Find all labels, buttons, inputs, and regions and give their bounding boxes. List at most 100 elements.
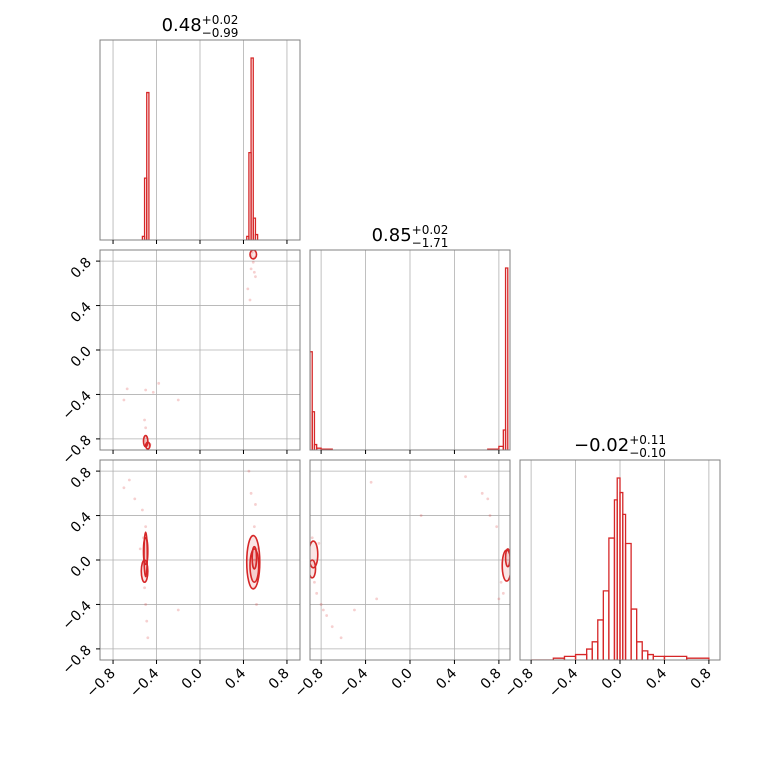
scatter-point: [143, 586, 146, 590]
y-tick-label: 0.4: [68, 509, 95, 536]
scatter-point: [144, 603, 148, 606]
scatter-point: [375, 597, 379, 601]
x-tick-label: 0.8: [478, 666, 505, 693]
histogram-panel-0: [99, 39, 301, 244]
histogram-bin: [313, 443, 318, 450]
scatter-point: [144, 388, 148, 392]
scatter-point: [151, 390, 155, 394]
panel-content: [141, 57, 259, 240]
scatter-point: [145, 619, 149, 623]
y-tick-label: 0.4: [68, 299, 95, 326]
x-tick-label: −0.8: [292, 666, 327, 701]
scatter-point: [146, 636, 150, 640]
x-tick-label: 0.0: [389, 666, 416, 693]
scatter-point: [248, 298, 252, 302]
scatter-point: [144, 525, 148, 529]
scatter-point: [176, 398, 180, 402]
scatter-point: [353, 608, 356, 612]
scatter-panel-0-1: −0.8 −0.4 0.0 0.4 0.8: [59, 249, 301, 468]
title-median: 0.48: [162, 15, 202, 36]
scatter-point: [464, 475, 467, 479]
title-minus: −1.71: [412, 236, 449, 250]
scatter-point: [252, 270, 256, 274]
scatter-point: [488, 514, 492, 517]
histogram-bin: [311, 411, 316, 450]
histogram-bin: [250, 57, 254, 240]
x-tick-label: 0.0: [179, 666, 206, 693]
scatter-point: [317, 541, 321, 545]
histogram-bin: [630, 608, 638, 660]
histogram-bin: [686, 657, 710, 660]
histogram-bin: [608, 537, 616, 660]
histogram-bin: [624, 542, 632, 660]
density-contour: [251, 545, 258, 570]
scatter-point: [310, 536, 314, 540]
x-tick-label: 0.4: [643, 665, 670, 692]
density-contour: [245, 534, 261, 590]
title-plus: +0.02: [412, 223, 449, 237]
x-tick-label: −0.4: [546, 665, 581, 700]
scatter-point: [122, 486, 126, 490]
histogram-bin: [636, 641, 643, 660]
scatter-point: [315, 591, 319, 595]
scatter-point: [486, 497, 490, 501]
histogram-bin: [574, 653, 588, 660]
scatter-point: [255, 603, 258, 606]
panel-title-1: 0.85+0.02 −1.71: [372, 223, 449, 250]
scatter-point: [252, 558, 256, 562]
scatter-point: [254, 503, 257, 506]
density-contour: [504, 548, 510, 568]
density-contour: [310, 540, 319, 569]
scatter-point: [249, 491, 253, 495]
scatter-point: [369, 480, 373, 484]
x-tick-label: 0.4: [433, 665, 460, 692]
panel-title-0: 0.48+0.02 −0.99: [162, 13, 239, 40]
scatter-point: [246, 287, 250, 291]
x-tick-label: 0.0: [599, 666, 626, 693]
y-tick-label: 0.8: [68, 255, 95, 282]
scatter-point: [247, 469, 251, 473]
scatter-point: [325, 614, 329, 617]
scatter-point: [419, 514, 423, 517]
title-plus: +0.11: [629, 433, 666, 447]
scatter-panel-0-2: −0.8−0.40.00.40.8−0.8 −0.4 0.0 0.4 0.8: [59, 459, 301, 701]
histogram-bin: [146, 91, 150, 240]
histogram-bin: [597, 619, 604, 660]
histogram-bin: [586, 648, 593, 660]
scatter-point: [480, 491, 484, 495]
panel-content: [531, 477, 710, 660]
histogram-panel-2: −0.8 −0.4 0.0 0.4 0.8: [502, 459, 721, 701]
panel-content: [122, 469, 261, 640]
title-minus: −0.10: [629, 446, 666, 460]
title-plus: +0.02: [202, 13, 239, 27]
y-tick-label: 0.0: [68, 554, 95, 581]
histogram-bin: [652, 655, 666, 660]
x-tick-label: −0.8: [502, 666, 537, 701]
density-contour: [143, 531, 149, 578]
title-minus: −0.99: [202, 26, 239, 40]
title-median: −0.02: [574, 435, 629, 456]
y-tick-label: 0.0: [68, 344, 95, 371]
density-contour: [249, 250, 258, 260]
histogram-bin: [602, 590, 610, 660]
scatter-point: [176, 608, 180, 612]
histogram-bin: [647, 653, 654, 660]
x-tick-label: −0.8: [84, 666, 119, 701]
panel-title-2: −0.02+0.11 −0.10: [574, 433, 666, 460]
x-tick-label: −0.4: [127, 665, 162, 700]
y-tick-label: 0.8: [68, 465, 95, 492]
x-tick-label: 0.8: [266, 666, 293, 693]
scatter-point: [144, 426, 148, 430]
scatter-point: [319, 603, 323, 606]
histogram-bin: [310, 351, 313, 450]
scatter-point: [499, 580, 503, 584]
scatter-point: [313, 580, 316, 584]
scatter-point: [140, 508, 144, 512]
histogram-bin: [498, 445, 504, 450]
scatter-point: [497, 597, 501, 601]
y-tick-label: −0.4: [59, 598, 94, 633]
density-contour: [310, 559, 317, 579]
scatter-point: [122, 398, 126, 402]
scatter-point: [252, 525, 256, 529]
